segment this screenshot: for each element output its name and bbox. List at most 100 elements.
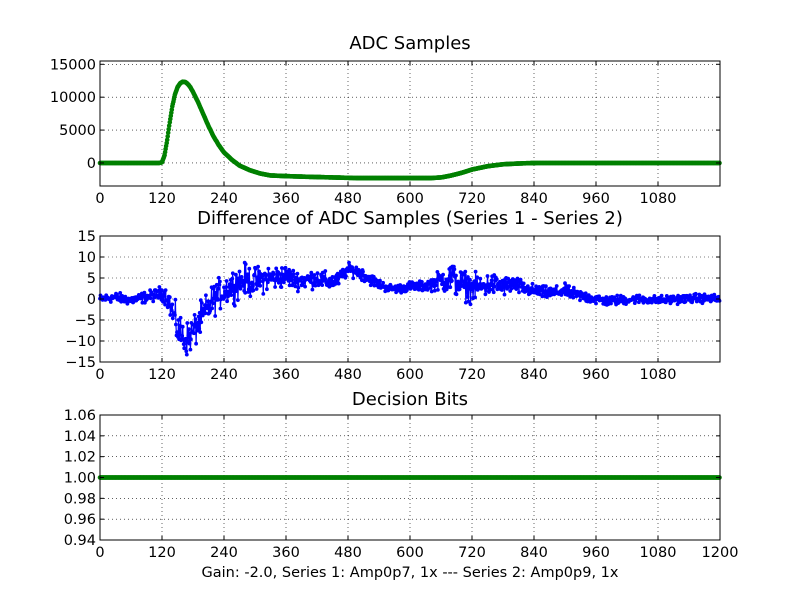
- difference-data-point: [336, 281, 341, 286]
- difference-data-point: [554, 284, 559, 288]
- difference-data-point: [429, 289, 434, 294]
- difference-data-point: [461, 279, 466, 284]
- adc-samples-x-tick-label: 120: [148, 191, 176, 207]
- difference-data-point: [296, 285, 301, 290]
- difference-data-point: [530, 281, 535, 286]
- difference-data-point: [216, 286, 221, 291]
- decision-bits-y-tick-label: 1.04: [64, 429, 96, 445]
- difference-title: Difference of ADC Samples (Series 1 - Se…: [197, 208, 623, 229]
- difference-data-point: [315, 271, 320, 276]
- decision-bits-x-tick-label: 720: [458, 545, 486, 561]
- difference-data-point: [336, 276, 341, 281]
- difference-data-point: [450, 278, 454, 283]
- difference-data-point: [288, 278, 293, 283]
- difference-series-markers: [98, 260, 722, 357]
- difference-data-point: [473, 295, 477, 300]
- difference-data-point: [224, 279, 229, 283]
- difference-data-point: [283, 265, 288, 270]
- difference-data-point: [282, 280, 286, 285]
- difference-x-tick-label: 1080: [640, 367, 677, 383]
- difference-data-point: [258, 283, 263, 288]
- difference-data-point: [293, 284, 298, 289]
- decision-bits-x-tick-label: 360: [272, 545, 300, 561]
- difference-data-point: [489, 278, 494, 283]
- decision-bits-y-tick-label: 1.06: [64, 408, 96, 424]
- difference-data-point: [344, 274, 348, 278]
- difference-data-point: [312, 273, 317, 277]
- difference-data-point: [386, 288, 391, 293]
- difference-data-point: [232, 283, 237, 288]
- decision-bits-x-tick-label: 480: [334, 545, 362, 561]
- adc-samples-y-tick-label: 5000: [59, 123, 96, 139]
- difference-data-point: [192, 313, 197, 317]
- difference-data-point: [294, 280, 299, 285]
- adc-samples-data-point: [166, 127, 171, 132]
- difference-data-point: [230, 271, 235, 276]
- adc-samples-x-tick-label: 0: [95, 191, 104, 207]
- difference-data-point: [251, 284, 255, 289]
- difference-data-point: [472, 283, 476, 288]
- difference-data-point: [502, 292, 507, 297]
- adc-samples-data-point: [165, 130, 171, 136]
- difference-data-point: [151, 299, 156, 304]
- difference-data-point: [115, 292, 119, 297]
- difference-data-point: [472, 279, 477, 283]
- difference-data-point: [671, 294, 676, 299]
- difference-data-point: [218, 279, 222, 284]
- adc-samples-series: [97, 79, 722, 181]
- difference-data-point: [238, 286, 243, 291]
- difference-data-point: [194, 341, 199, 346]
- difference-data-point: [252, 272, 257, 277]
- difference-data-point: [229, 293, 234, 297]
- difference-panel: Difference of ADC Samples (Series 1 - Se…: [65, 208, 722, 383]
- difference-data-point: [454, 273, 458, 278]
- difference-y-tick-label: −10: [65, 334, 96, 350]
- difference-data-point: [659, 293, 664, 298]
- difference-data-point: [160, 288, 164, 293]
- difference-data-point: [224, 285, 229, 289]
- difference-data-point: [485, 274, 490, 278]
- difference-data-point: [354, 265, 359, 270]
- decision-bits-y-tick-label: 0.98: [64, 491, 96, 507]
- difference-data-point: [446, 276, 451, 281]
- difference-data-point: [594, 301, 598, 306]
- difference-data-point: [369, 281, 374, 286]
- difference-data-point: [475, 275, 480, 280]
- difference-data-point: [457, 287, 462, 292]
- difference-data-point: [438, 278, 443, 283]
- difference-data-point: [157, 285, 162, 289]
- decision-bits-y-tick-label: 1.00: [64, 471, 96, 487]
- adc-samples-grid: [100, 61, 720, 186]
- decision-bits-x-tick-label: 0: [95, 545, 104, 561]
- difference-data-point: [274, 266, 279, 271]
- difference-data-point: [448, 285, 453, 290]
- difference-data-point: [347, 260, 351, 265]
- difference-data-point: [350, 266, 355, 271]
- difference-y-tick-label: 5: [87, 271, 96, 287]
- decision-bits-y-tick-label: 1.02: [64, 450, 96, 466]
- difference-x-tick-label: 0: [95, 367, 104, 383]
- difference-data-point: [280, 266, 284, 270]
- difference-data-point: [245, 280, 250, 284]
- difference-data-point: [211, 301, 216, 306]
- difference-data-point: [173, 313, 177, 317]
- difference-data-point: [148, 296, 153, 301]
- difference-data-point: [248, 294, 253, 299]
- decision-bits-ticks: 0 120 240 360 480 600 720 840 960 1080 1200 0.94 0.9…: [64, 408, 739, 561]
- difference-ticks: 0 120 240 360 480 600 720 840 960 1080 −15 −10 −5 0 5 1…: [65, 229, 720, 383]
- decision-bits-title: Decision Bits: [352, 389, 468, 410]
- difference-data-point: [213, 290, 218, 295]
- difference-data-point: [192, 331, 196, 336]
- adc-samples-axes-frame: [99, 60, 721, 187]
- decision-bits-x-tick-label: 1080: [640, 545, 677, 561]
- adc-samples-x-tick-label: 840: [520, 191, 548, 207]
- difference-data-point: [264, 273, 269, 277]
- adc-samples-data-point: [164, 137, 170, 143]
- decision-bits-x-tick-label: 960: [582, 545, 610, 561]
- difference-data-point: [210, 306, 215, 311]
- adc-samples-ticks: 0 120 240 360 480 600 720 840 960 1080 0 5000 10000 1…: [50, 57, 720, 207]
- difference-data-point: [649, 300, 654, 305]
- difference-data-point: [473, 269, 478, 274]
- difference-data-point: [195, 320, 200, 325]
